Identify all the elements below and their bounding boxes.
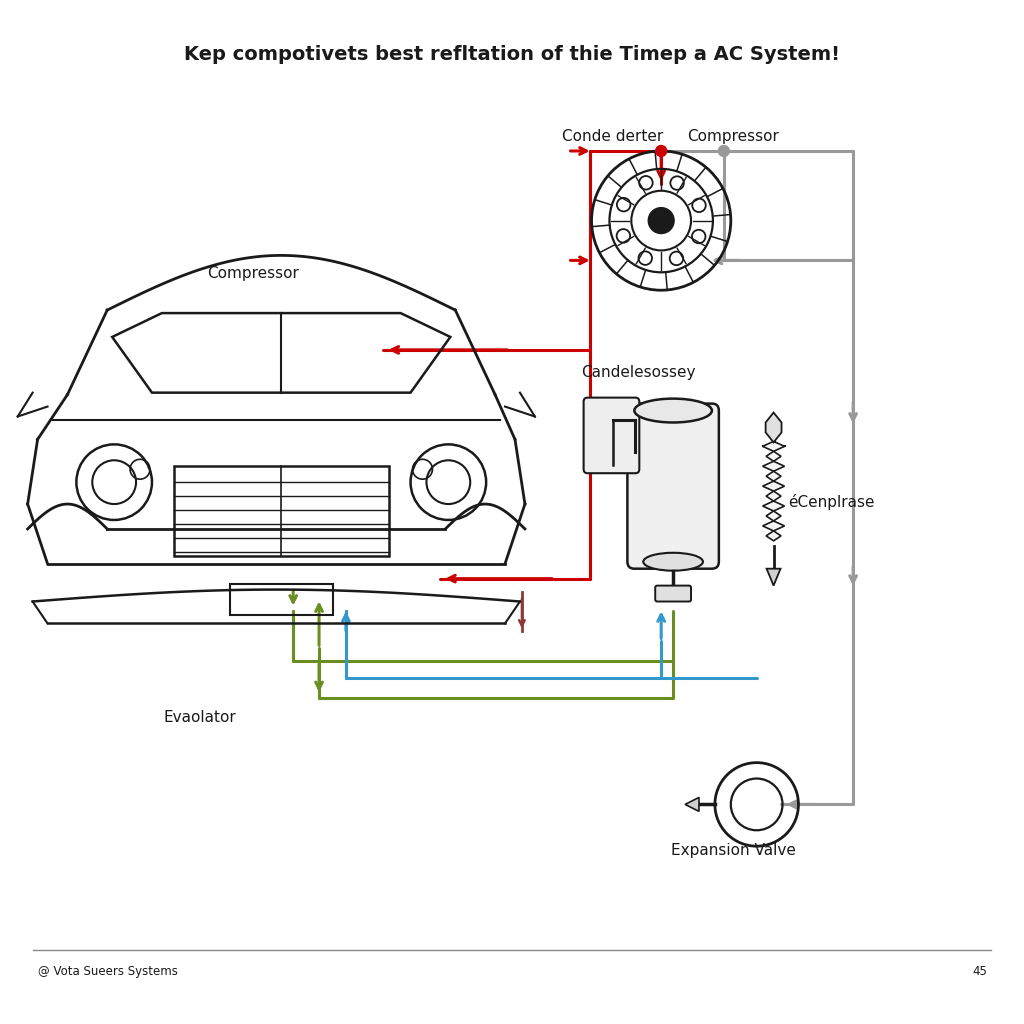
Text: Compressor: Compressor [687, 129, 779, 143]
Circle shape [655, 145, 667, 157]
FancyBboxPatch shape [584, 397, 639, 473]
Polygon shape [763, 501, 784, 511]
Polygon shape [763, 481, 784, 492]
Text: @ Vota Sueers Systems: @ Vota Sueers Systems [38, 965, 177, 978]
Text: Evaolator: Evaolator [164, 711, 237, 725]
FancyBboxPatch shape [655, 586, 691, 601]
Text: Expansion Valve: Expansion Valve [671, 843, 796, 858]
Polygon shape [766, 492, 781, 501]
Polygon shape [763, 461, 784, 471]
Text: Kep compotivets best refltation of thie Timep a AC System!: Kep compotivets best refltation of thie … [184, 45, 840, 63]
Text: 45: 45 [973, 965, 987, 978]
Ellipse shape [634, 398, 712, 423]
Polygon shape [766, 471, 781, 481]
Ellipse shape [643, 553, 702, 570]
Polygon shape [766, 530, 781, 541]
Polygon shape [766, 413, 781, 442]
Text: Conde derter: Conde derter [562, 129, 663, 143]
Polygon shape [763, 441, 784, 452]
Polygon shape [763, 521, 784, 530]
Text: Candelesossey: Candelesossey [582, 366, 696, 380]
Bar [229, 584, 333, 615]
Text: éCenplrase: éCenplrase [788, 494, 874, 510]
Text: Compressor: Compressor [207, 266, 299, 281]
FancyBboxPatch shape [628, 403, 719, 568]
Circle shape [719, 145, 729, 157]
Bar [174, 466, 389, 556]
Polygon shape [767, 568, 780, 586]
Polygon shape [766, 511, 781, 521]
Polygon shape [766, 452, 781, 461]
Polygon shape [685, 798, 699, 811]
Circle shape [648, 208, 674, 233]
